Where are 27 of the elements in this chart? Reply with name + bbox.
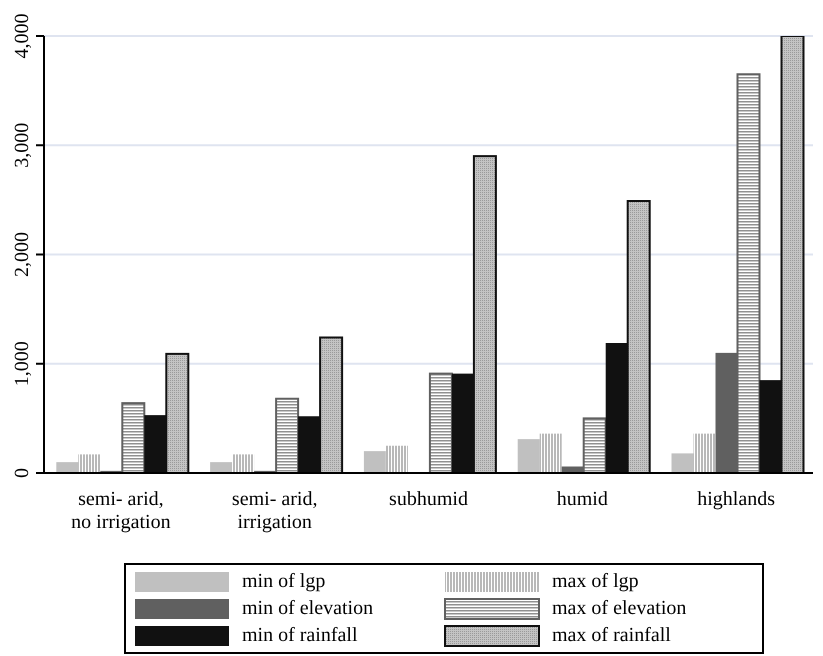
legend-label: max of rainfall bbox=[552, 624, 671, 647]
legend-label: min of lgp bbox=[242, 570, 326, 593]
x-tick-label: subhumid bbox=[389, 488, 468, 510]
bar bbox=[78, 454, 100, 473]
bar bbox=[386, 446, 408, 473]
legend-label: max of elevation bbox=[552, 597, 686, 620]
bar bbox=[210, 462, 232, 473]
bar bbox=[56, 462, 78, 473]
bar bbox=[694, 434, 716, 473]
bar bbox=[518, 439, 540, 473]
y-tick-label: 2,000 bbox=[11, 232, 33, 277]
bar bbox=[364, 451, 386, 473]
legend-label: min of elevation bbox=[242, 597, 374, 620]
y-tick-label: 1,000 bbox=[11, 341, 33, 386]
y-tick-label: 0 bbox=[11, 468, 33, 478]
y-tick-label: 3,000 bbox=[11, 122, 33, 168]
bar bbox=[232, 454, 254, 473]
bar bbox=[540, 434, 562, 473]
x-tick-label: humid bbox=[556, 488, 608, 510]
bar bbox=[672, 453, 694, 473]
y-tick-label: 4,000 bbox=[11, 14, 33, 58]
x-tick-label: semi- arid, no irrigation bbox=[71, 488, 171, 533]
x-tick-label: highlands bbox=[697, 488, 776, 510]
legend-label: max of lgp bbox=[552, 570, 639, 593]
x-tick-label: semi- arid, irrigation bbox=[232, 488, 318, 533]
bar bbox=[428, 372, 453, 473]
legend-label: min of rainfall bbox=[242, 624, 358, 647]
